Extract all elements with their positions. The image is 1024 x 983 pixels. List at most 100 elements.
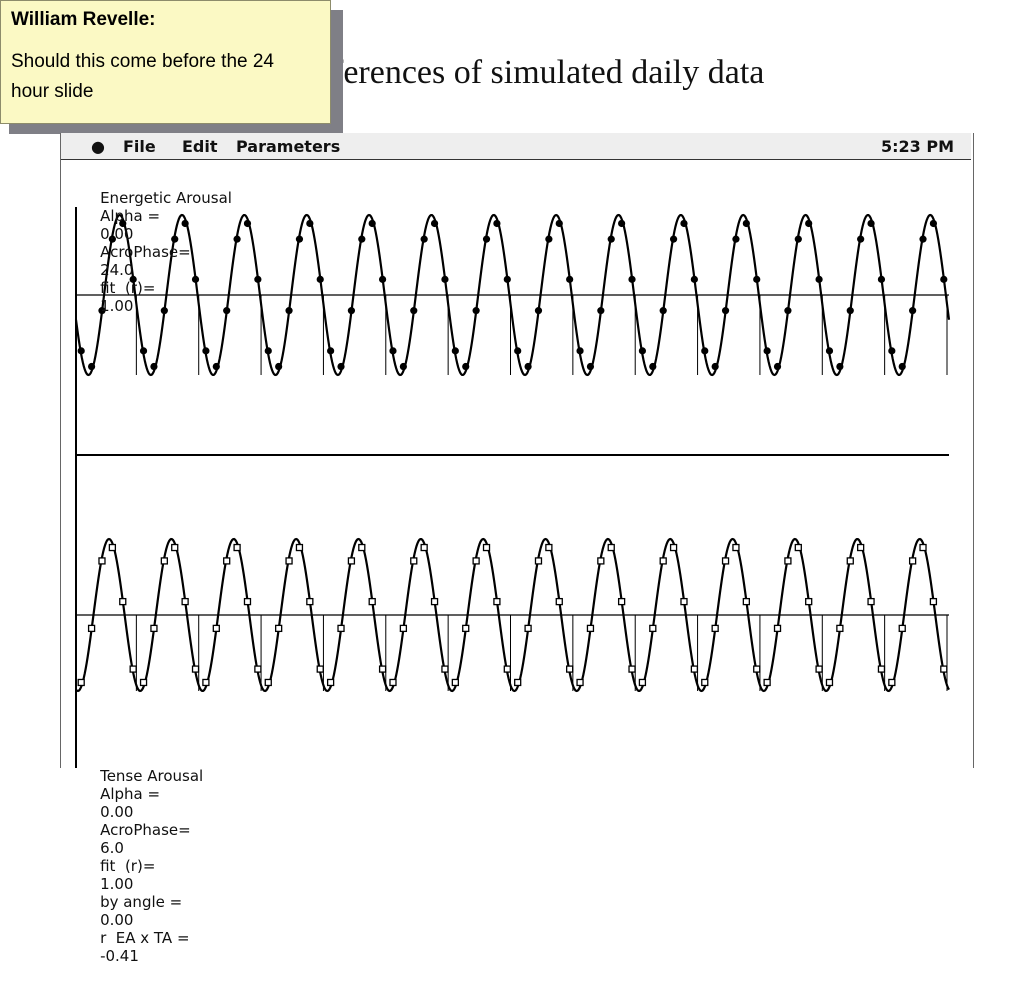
energetic-fit-label: fit (r)= [100,279,156,297]
menu-parameters[interactable]: Parameters [236,137,341,156]
energetic-data-point [482,235,491,243]
tense-data-point [711,624,719,633]
energetic-data-point [410,307,418,315]
energetic-data-point [171,235,179,243]
energetic-data-point [721,307,730,315]
tense-data-point [690,665,699,673]
tense-data-point [451,678,459,687]
tense-fit-curve [75,537,950,693]
energetic-data-point [191,275,200,283]
energetic-data-point [534,307,543,315]
energetic-data-point [264,347,272,355]
energetic-acro-label: AcroPhase= [100,243,191,261]
tense-data-point [212,624,220,633]
tense-label: Tense Arousal [100,767,204,785]
tense-data-point [503,665,511,673]
tense-data-point [358,543,366,552]
energetic-data-point [940,275,948,283]
energetic-data-point [607,235,615,243]
tense-alpha-value: 0.00 [100,803,134,821]
apple-icon[interactable]: ● [91,137,105,156]
tense-data-point [472,557,480,565]
tense-data-point [877,665,886,673]
tense-data-point [326,678,335,687]
menubar-clock: 5:23 PM [881,137,955,156]
tense-alpha-label: Alpha = [100,785,161,803]
tense-data-point [669,543,678,552]
energetic-data-point [368,219,376,228]
tense-data-point [254,665,262,673]
tense-data-point [638,678,647,687]
tense-data-point [347,557,356,565]
tense-data-point [867,597,875,606]
energetic-data-point [784,307,792,315]
energetic-data-point [493,219,501,228]
tense-data-point [763,678,771,687]
tense-data-point [160,557,168,565]
tense-data-point [410,557,418,565]
energetic-data-point [389,347,397,355]
tense-data-point [139,678,148,687]
energetic-data-point [711,362,719,371]
tense-acro-label: AcroPhase= [100,821,191,839]
sticky-note-author: William Revelle: [11,9,156,30]
energetic-data-point [638,347,647,355]
tense-data-point [628,665,636,673]
tense-data-point [825,678,834,687]
energetic-data-point [618,219,626,228]
tense-data-point [202,678,210,687]
energetic-data-point [462,362,470,371]
energetic-data-point [378,275,387,283]
energetic-data-point [649,362,657,371]
energetic-data-point [815,275,823,283]
energetic-data-point [399,362,407,371]
tense-data-point [223,557,231,565]
energetic-data-point [430,219,439,228]
energetic-data-point [836,362,844,371]
energetic-data-point [254,275,262,283]
tense-data-point [753,665,761,673]
energetic-data-point [139,347,148,355]
energetic-data-point [877,275,886,283]
tense-data-point [389,678,397,687]
energetic-data-point [119,219,127,228]
energetic-fit-value: 1.00 [100,297,134,315]
menu-edit[interactable]: Edit [182,137,218,156]
tense-data-point [368,597,376,606]
tense-data-point [98,557,106,565]
menubar: ● File Edit Parameters 5:23 PM [61,133,971,160]
sticky-note[interactable]: William Revelle: Should this come before… [0,0,331,124]
simulation-plot [74,207,951,768]
tense-data-point [378,665,387,673]
energetic-data-point [441,275,449,283]
tense-data-point [721,557,730,565]
tense-corr-label: r EA x TA = [100,929,190,947]
tense-data-point [846,557,854,565]
energetic-data-point [888,347,896,355]
energetic-data-point [285,307,293,315]
tense-data-point [680,597,688,606]
energetic-data-point [846,307,854,315]
slide-title: ferences of simulated daily data [332,54,765,91]
tense-data-point [108,543,117,552]
tense-data-point [399,624,408,633]
energetic-label: Energetic Arousal [100,189,232,207]
tense-data-point [857,543,865,552]
tense-angle-label: by angle = [100,893,183,911]
tense-status: Tense Arousal Alpha = 0.00 AcroPhase= 6.… [81,749,203,983]
energetic-status: Energetic Arousal Alpha = 0.00 AcroPhase… [81,171,232,333]
menu-file[interactable]: File [123,137,156,156]
energetic-data-point [680,219,688,228]
tense-data-point [430,597,439,606]
tense-data-point [264,678,272,687]
mac-window: ● File Edit Parameters 5:23 PM Energetic… [60,133,974,965]
tense-fit-value: 1.00 [100,875,134,893]
energetic-data-point [150,362,158,371]
energetic-data-point [628,275,636,283]
energetic-data-point [503,275,511,283]
energetic-alpha-value: 0.00 [100,225,134,243]
energetic-data-point [805,219,813,228]
tense-data-point [181,597,189,606]
tense-data-point [275,624,283,633]
tense-data-point [171,543,179,552]
